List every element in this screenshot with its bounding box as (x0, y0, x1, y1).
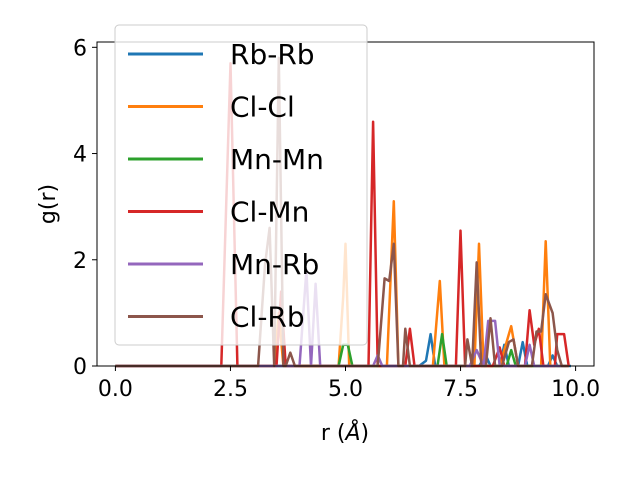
x-tick-label: 10.0 (551, 377, 600, 402)
y-tick-label: 0 (73, 355, 87, 380)
legend-label-mn-rb: Mn-Rb (230, 248, 319, 281)
y-tick-label: 2 (73, 249, 87, 274)
y-tick-label: 6 (73, 36, 87, 61)
x-axis-label: r (Å) (321, 419, 369, 446)
x-tick-label: 7.5 (443, 377, 478, 402)
legend: Rb-Rb Cl-Cl Mn-Mn Cl-Mn Mn-Rb Cl-Rb (114, 24, 368, 346)
y-axis-ticks: 0 2 4 6 (73, 36, 97, 380)
legend-label-mn-mn: Mn-Mn (230, 143, 324, 176)
y-tick-label: 4 (73, 143, 87, 168)
x-tick-label: 2.5 (213, 377, 248, 402)
y-axis-label: g(r) (36, 184, 61, 224)
legend-box (114, 24, 368, 346)
x-axis-ticks: 0.0 2.5 5.0 7.5 10.0 (98, 366, 600, 402)
legend-label-cl-rb: Cl-Rb (230, 301, 305, 334)
x-tick-label: 0.0 (98, 377, 133, 402)
x-tick-label: 5.0 (328, 377, 363, 402)
legend-label-cl-mn: Cl-Mn (230, 196, 309, 229)
legend-label-cl-cl: Cl-Cl (230, 91, 295, 124)
series-line-mn-mn (115, 332, 567, 368)
legend-label-rb-rb: Rb-Rb (230, 38, 315, 71)
